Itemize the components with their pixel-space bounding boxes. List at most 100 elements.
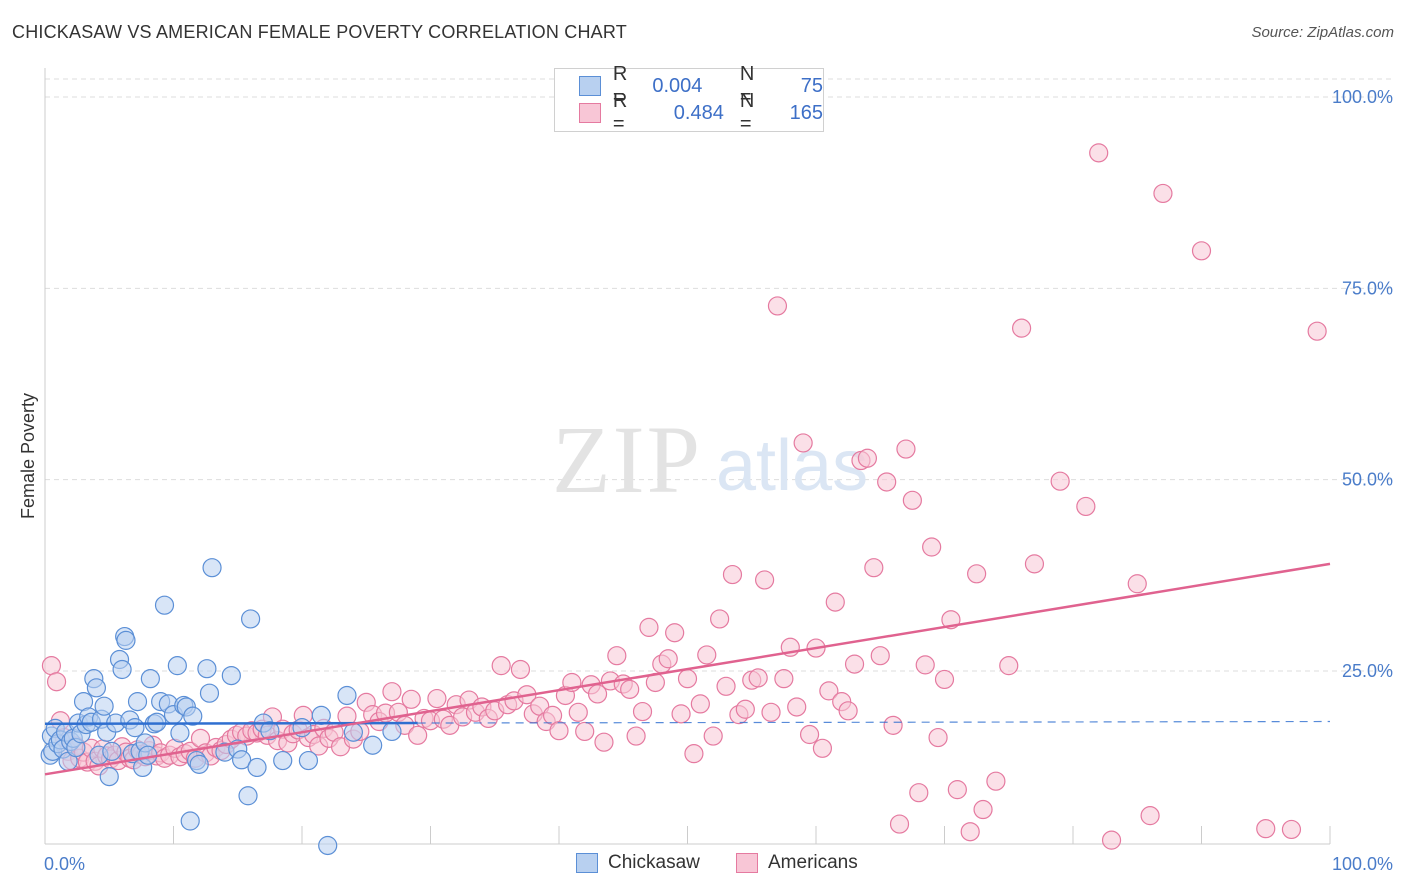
chickasaw-point xyxy=(241,609,261,629)
y-tick-label: 100.0% xyxy=(1332,87,1393,107)
americans-point xyxy=(1256,819,1276,839)
chickasaw-point xyxy=(112,659,132,680)
chickasaw-point xyxy=(86,678,107,698)
americans-point xyxy=(710,609,730,629)
americans-point xyxy=(754,570,775,590)
americans-point xyxy=(774,669,794,689)
americans-point xyxy=(510,659,531,680)
americans-point xyxy=(382,682,402,702)
chickasaw-point xyxy=(273,750,293,771)
legend-row-americans: R = 0.484 N = 165 xyxy=(579,90,823,135)
legend-r-value: 0.004 xyxy=(652,74,703,97)
americans-point xyxy=(844,654,865,674)
legend-row-chickasaw: R = 0.004 N = 75 xyxy=(579,63,823,108)
americans-point xyxy=(684,744,704,764)
chickasaw-point xyxy=(127,692,148,712)
americans-point xyxy=(909,783,929,803)
chickasaw-point xyxy=(221,665,241,686)
americans-point xyxy=(748,668,768,688)
chickasaw-point xyxy=(99,767,119,787)
americans-point xyxy=(46,672,67,692)
chickasaw-point xyxy=(238,786,258,806)
americans-point xyxy=(639,617,659,637)
y-tick-label: 75.0% xyxy=(1342,278,1393,298)
correlation-legend: R = 0.004 N = 75 R = 0.484 N = 165 xyxy=(554,63,824,135)
americans-point xyxy=(626,726,646,746)
americans-point xyxy=(1089,143,1109,163)
legend-r-label: R = xyxy=(612,90,628,135)
chickasaw-point xyxy=(94,696,114,716)
americans-point xyxy=(787,697,807,717)
legend-n-value: 75 xyxy=(800,74,823,97)
series-legend: Chickasaw Americans xyxy=(0,852,1406,878)
watermark-zip: ZIP xyxy=(552,406,702,513)
chickasaw-point xyxy=(180,811,200,831)
x-tick-labels: 0.0% 100.0% xyxy=(44,854,1393,874)
americans-point xyxy=(568,702,588,722)
americans-point xyxy=(819,681,839,701)
americans-point xyxy=(902,490,922,510)
chickasaw-point xyxy=(311,705,331,725)
chickasaw-point xyxy=(232,750,252,770)
chickasaw-point xyxy=(247,757,267,778)
chickasaw-point xyxy=(202,558,222,578)
americans-point xyxy=(967,564,987,584)
gridlines xyxy=(45,78,1395,672)
americans-point xyxy=(575,721,595,742)
series-label-americans: Americans xyxy=(768,852,858,873)
americans-point xyxy=(928,727,948,748)
americans-point xyxy=(1024,554,1045,574)
chickasaw-point xyxy=(154,595,175,615)
americans-point xyxy=(671,704,691,724)
americans-point xyxy=(864,558,884,578)
americans-point xyxy=(690,694,710,714)
americans-point xyxy=(947,780,967,800)
series-legend-americans: Americans xyxy=(736,852,858,874)
americans-point xyxy=(761,702,781,722)
americans-point xyxy=(549,721,569,741)
chickasaw-point xyxy=(167,656,187,676)
americans-point xyxy=(1127,574,1147,594)
chickasaw-point xyxy=(337,685,357,706)
americans-point xyxy=(677,669,698,689)
trend-lines xyxy=(44,562,1331,776)
americans-point xyxy=(1307,321,1327,341)
americans-point xyxy=(620,679,640,699)
x-tick-label: 0.0% xyxy=(44,854,85,874)
americans-point xyxy=(934,669,955,690)
americans-point xyxy=(408,725,428,745)
chickasaw-point xyxy=(199,683,220,703)
americans-point xyxy=(793,433,813,453)
chickasaw-point xyxy=(140,669,160,689)
series-legend-chickasaw: Chickasaw xyxy=(576,852,700,874)
americans-point xyxy=(960,822,980,842)
legend-n-label: N = xyxy=(739,90,755,135)
americans-point xyxy=(607,646,627,666)
chickasaw-points xyxy=(40,558,402,856)
americans-point xyxy=(722,564,743,585)
americans-point xyxy=(716,676,736,696)
chickasaw-point xyxy=(189,754,209,774)
y-tick-label: 50.0% xyxy=(1342,470,1393,490)
chickasaw-point xyxy=(298,750,319,771)
americans-point xyxy=(665,623,685,643)
chickasaw-point xyxy=(125,718,145,738)
y-tick-label: 25.0% xyxy=(1342,661,1393,681)
chickasaw-point xyxy=(116,630,136,650)
americans-point xyxy=(799,724,820,745)
americans-point xyxy=(986,771,1006,791)
americans-point xyxy=(1191,241,1212,261)
chickasaw-point xyxy=(183,706,203,726)
americans-point xyxy=(1101,830,1122,850)
americans-point xyxy=(857,448,878,468)
americans-point xyxy=(594,732,614,752)
americans-point xyxy=(735,699,755,719)
source-note: Source: ZipAtlas.com xyxy=(1251,24,1394,41)
legend-n-label: N = xyxy=(739,63,755,108)
chickasaw-point xyxy=(382,721,402,742)
americans-point xyxy=(838,701,858,721)
americans-point xyxy=(703,726,723,746)
y-axis-label: Female Poverty xyxy=(18,393,38,519)
x-tick-label: 100.0% xyxy=(1332,854,1393,874)
